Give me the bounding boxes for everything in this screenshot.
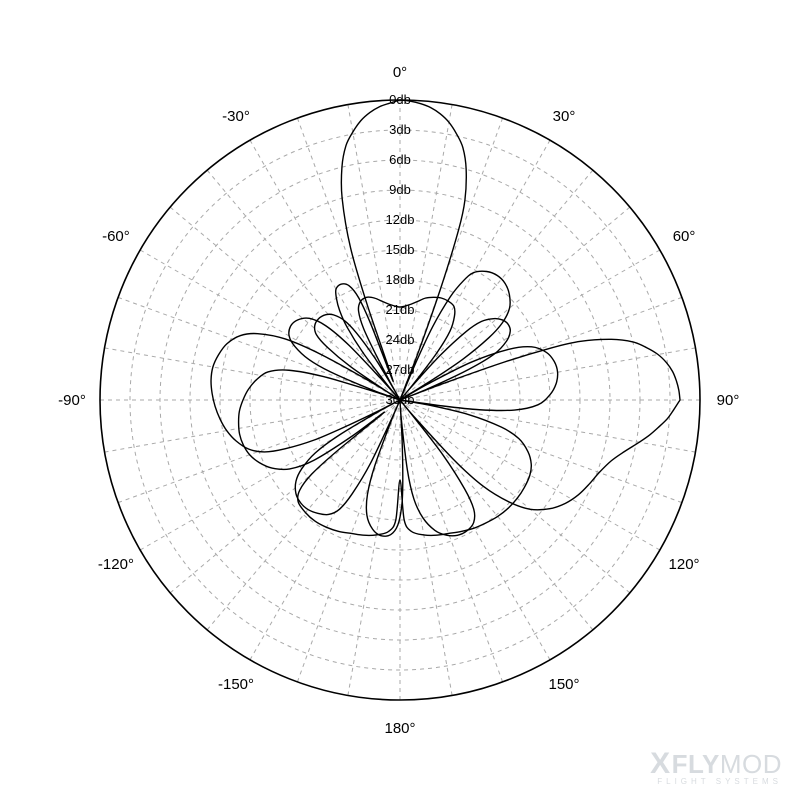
svg-text:6db: 6db [389,152,411,167]
svg-text:-120°: -120° [98,556,134,573]
svg-text:150°: 150° [548,676,579,693]
svg-text:30°: 30° [553,108,576,125]
svg-text:120°: 120° [669,556,700,573]
svg-text:15db: 15db [386,242,415,257]
svg-text:18db: 18db [386,272,415,287]
svg-text:-90°: -90° [58,392,86,409]
svg-text:9db: 9db [389,182,411,197]
polar-chart-container: 180° -150° -120° -90° -60° -30° 0° 30° 60° 90° 120… [0,0,800,800]
svg-text:0°: 0° [393,64,407,81]
svg-text:-30°: -30° [222,108,250,125]
polar-chart-svg: 180° -150° -120° -90° -60° -30° 0° 30° 60° 90° 120… [0,0,800,800]
svg-text:90°: 90° [717,392,740,409]
svg-text:24db: 24db [386,332,415,347]
svg-text:60°: 60° [673,228,696,245]
svg-text:3db: 3db [389,122,411,137]
svg-text:-60°: -60° [102,228,130,245]
svg-text:180°: 180° [384,720,415,737]
svg-text:-150°: -150° [218,676,254,693]
svg-text:12db: 12db [386,212,415,227]
